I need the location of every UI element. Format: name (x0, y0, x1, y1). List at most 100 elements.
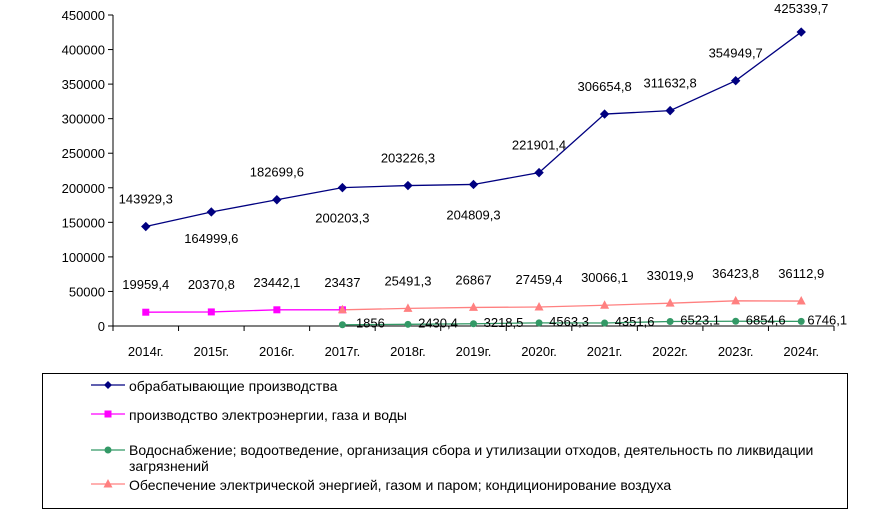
x-tick-label: 2022г. (652, 344, 688, 359)
series-electricity-gas-water-line (145, 309, 343, 313)
y-tick-label: 400000 (62, 43, 105, 58)
series-energy-supply-point (469, 302, 478, 311)
series-water-supply-point (601, 319, 609, 327)
x-tick-label: 2020г. (521, 344, 557, 359)
series-energy-supply-point (796, 296, 806, 305)
series-water-supply-point (470, 320, 477, 328)
series-water-supply-point (732, 317, 740, 325)
series-manufacturing-point (796, 27, 806, 37)
legend-marker-shape (104, 446, 112, 454)
series-electricity-gas-water-point (207, 308, 215, 316)
series-energy-supply-point (731, 295, 741, 305)
legend-label: обрабатывающие производства (129, 378, 338, 394)
chart-legend: обрабатывающие производства производство … (42, 373, 848, 509)
series-energy-supply-data-label: 25491,3 (384, 273, 431, 288)
y-tick-label: 300000 (62, 112, 105, 127)
y-tick-label: 450000 (62, 8, 105, 23)
series-energy-supply-data-label: 27459,4 (516, 272, 563, 287)
series-manufacturing-data-label: 311632,8 (644, 76, 697, 91)
series-electricity-gas-water-data-label: 19959,4 (122, 277, 169, 292)
chart-markers (141, 27, 806, 329)
series-energy-supply-data-label: 30066,1 (581, 270, 628, 285)
line-chart: 0 50000 100000 150000 200000 250000 300000 3500… (62, 1, 848, 359)
series-water-supply-point (338, 321, 346, 329)
legend-marker-shape (104, 381, 112, 389)
y-tick-label: 100000 (62, 250, 105, 265)
x-tick-label: 2018г. (390, 344, 426, 359)
series-energy-supply-data-label: 36112,9 (778, 266, 824, 281)
legend-marker (91, 381, 125, 389)
legend-marker-shape (103, 479, 113, 488)
series-electricity-gas-water-data-label: 23442,1 (253, 275, 300, 290)
legend-label: Обеспечение электрической энергией, газо… (129, 477, 672, 493)
y-tick-label: 50000 (69, 284, 105, 299)
series-water-supply-point (797, 317, 805, 325)
series-manufacturing-point (337, 182, 348, 193)
series-water-supply-data-label: 6746,1 (807, 312, 847, 327)
x-tick-label: 2023г. (718, 344, 754, 359)
x-tick-label: 2019г. (456, 344, 492, 359)
series-water-supply-data-label: 1856 (356, 316, 385, 331)
y-tick-label: 150000 (62, 215, 105, 230)
chart-data-labels: 143929,3 164999,6 182699,6 200203,3 203226,3… (119, 1, 847, 331)
chart-axes: 0 50000 100000 150000 200000 250000 300000 3500… (62, 8, 835, 359)
series-water-supply-data-label: 4563,3 (549, 314, 589, 329)
series-manufacturing-point (403, 180, 413, 191)
series-manufacturing-data-label: 203226,3 (381, 151, 435, 166)
x-tick-label: 2014г. (128, 344, 164, 359)
series-manufacturing-line (145, 31, 802, 228)
series-energy-supply-point (665, 298, 675, 307)
series-water-supply-data-label: 4351,6 (615, 314, 655, 329)
series-manufacturing-point (730, 75, 741, 86)
x-tick-label: 2016г. (259, 344, 295, 359)
series-electricity-gas-water-data-label: 23437 (324, 275, 360, 290)
series-manufacturing-data-label: 221901,4 (512, 138, 566, 153)
legend-marker (91, 446, 125, 454)
series-manufacturing-data-label: 204809,3 (446, 207, 500, 222)
series-manufacturing-point (665, 105, 675, 116)
y-tick-label: 250000 (62, 146, 105, 161)
series-manufacturing-point (272, 195, 282, 205)
series-manufacturing-data-label: 164999,6 (184, 231, 238, 246)
y-tick-label: 0 (98, 319, 105, 334)
series-water-supply-point (535, 319, 543, 327)
series-electricity-gas-water-point (142, 308, 150, 316)
series-water-supply-data-label: 6854,6 (746, 312, 786, 327)
series-manufacturing-point (534, 167, 544, 178)
series-manufacturing-data-label: 182699,6 (250, 165, 304, 180)
x-tick-label: 2015г. (193, 344, 229, 359)
series-manufacturing-point (141, 221, 151, 232)
x-tick-label: 2017г. (325, 344, 361, 359)
series-energy-supply-data-label: 26867 (455, 272, 491, 287)
series-manufacturing-point (599, 109, 610, 119)
series-water-supply-point (666, 317, 674, 325)
series-manufacturing-data-label: 354949,7 (709, 46, 763, 61)
series-manufacturing-point (468, 179, 479, 190)
series-manufacturing-point (206, 207, 217, 217)
series-manufacturing-data-label: 143929,3 (119, 192, 173, 207)
legend-marker (91, 410, 125, 418)
series-energy-supply-point (534, 302, 544, 311)
legend-marker-shape (104, 410, 112, 418)
series-water-supply-data-label: 3218,5 (484, 315, 524, 330)
series-energy-supply-data-label: 36423,8 (712, 266, 759, 281)
legend-marker (91, 479, 125, 488)
series-energy-supply-line (342, 300, 802, 311)
series-manufacturing-data-label: 425339,7 (774, 1, 828, 16)
y-tick-label: 350000 (62, 77, 105, 92)
series-manufacturing-data-label: 200203,3 (315, 211, 369, 226)
series-energy-supply-point (600, 300, 610, 309)
series-energy-supply-point (337, 304, 347, 314)
y-tick-label: 200000 (62, 181, 105, 196)
series-electricity-gas-water-point (273, 306, 281, 314)
series-electricity-gas-water-data-label: 20370,8 (188, 277, 235, 292)
x-tick-label: 2021г. (587, 344, 623, 359)
series-water-supply-data-label: 6523,1 (680, 312, 720, 327)
series-energy-supply-point (403, 303, 413, 312)
series-water-supply-data-label: 2430,4 (418, 315, 458, 330)
series-water-supply-point (404, 320, 412, 328)
series-energy-supply-data-label: 33019,9 (647, 268, 694, 283)
legend-label: производство электроэнергии, газа и воды (129, 407, 407, 423)
x-tick-label: 2024г. (783, 344, 819, 359)
series-water-supply-line (342, 320, 802, 326)
